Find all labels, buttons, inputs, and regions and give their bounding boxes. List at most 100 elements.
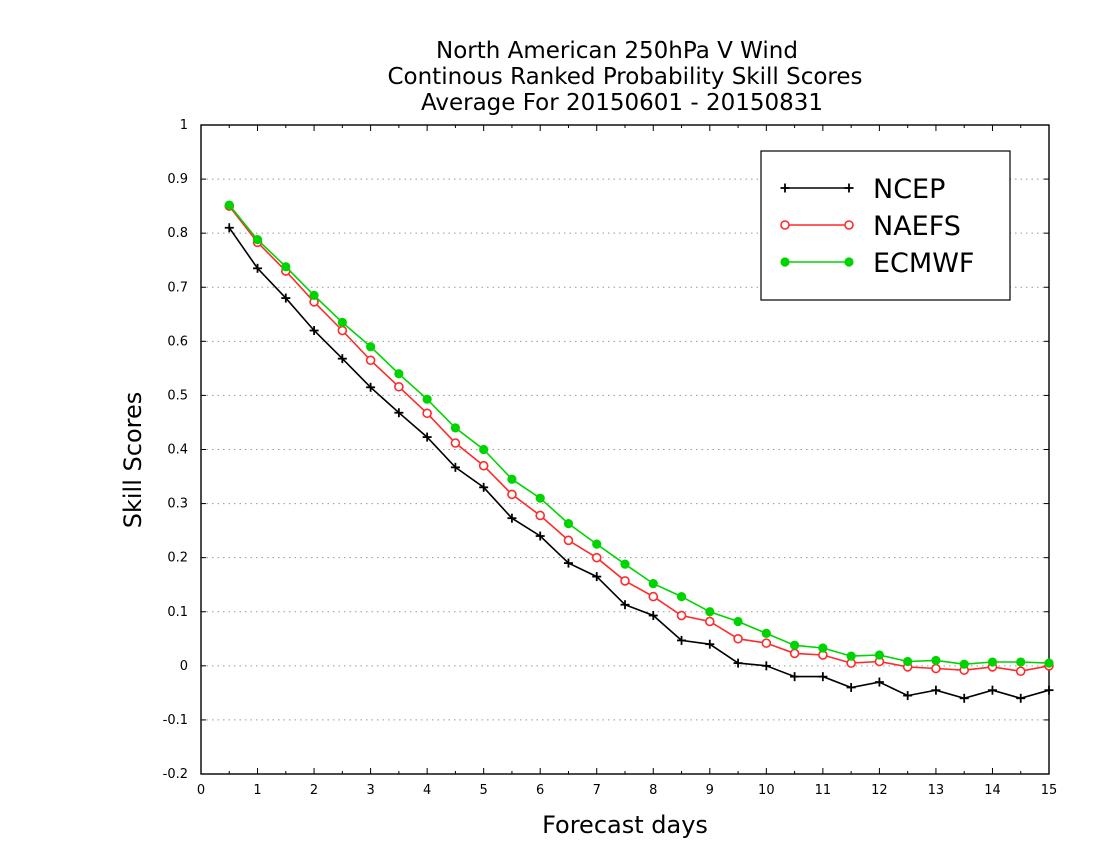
legend-label: NAEFS <box>873 211 961 242</box>
data-point <box>676 610 687 621</box>
data-point <box>818 672 828 682</box>
y-tick-label: 0.8 <box>167 226 188 241</box>
data-point <box>563 535 574 546</box>
legend-item: ECMWF <box>780 248 974 279</box>
data-point <box>337 354 347 364</box>
legend-label: ECMWF <box>873 248 974 279</box>
data-point <box>620 576 630 586</box>
data-point <box>818 643 828 653</box>
x-tick-label: 7 <box>593 783 601 798</box>
x-tick-label: 12 <box>871 783 888 798</box>
data-point <box>591 552 602 563</box>
data-point <box>676 592 687 602</box>
data-point <box>394 381 404 392</box>
data-point <box>479 444 489 455</box>
data-point <box>705 607 715 617</box>
data-point <box>844 183 854 193</box>
data-point <box>1015 666 1026 677</box>
y-tick-label: 0.7 <box>167 280 188 295</box>
data-point <box>366 382 376 392</box>
data-point <box>733 658 743 668</box>
data-point <box>874 677 884 687</box>
data-point <box>478 460 489 471</box>
series-line <box>228 204 1050 666</box>
y-tick-label: 0.4 <box>167 443 188 458</box>
y-tick-label: -0.1 <box>163 713 188 728</box>
x-tick-label: 3 <box>366 783 374 798</box>
data-point <box>987 657 998 667</box>
data-point <box>507 489 517 500</box>
data-point <box>620 600 630 610</box>
data-point <box>563 558 573 568</box>
data-point <box>450 438 461 448</box>
data-point <box>987 685 997 695</box>
y-tick-label: 0.6 <box>167 334 188 349</box>
data-point <box>733 616 743 627</box>
series-naefs <box>224 201 1054 677</box>
data-point <box>309 290 319 300</box>
data-point <box>337 325 348 336</box>
series-ncep <box>224 223 1054 703</box>
data-point <box>507 513 517 523</box>
data-point <box>592 539 602 549</box>
data-point <box>761 661 771 671</box>
data-point <box>844 257 854 267</box>
y-tick-label: 0.3 <box>167 497 188 512</box>
x-tick-label: 15 <box>1041 783 1058 798</box>
data-point <box>733 633 743 644</box>
data-point <box>931 685 941 695</box>
data-point <box>507 474 517 484</box>
data-point <box>704 616 715 627</box>
data-point <box>931 655 941 666</box>
data-point <box>705 639 715 649</box>
x-tick-label: 5 <box>480 783 488 798</box>
x-tick-label: 9 <box>706 783 714 798</box>
data-point <box>648 611 658 621</box>
series-lines <box>224 200 1054 703</box>
title-line-3: Average For 20150601 - 20150831 <box>421 90 823 116</box>
title-line-1: North American 250hPa V Wind <box>436 38 798 64</box>
data-point <box>253 263 263 273</box>
y-tick-label: 0.2 <box>167 551 188 566</box>
plot-frame <box>200 124 1050 775</box>
data-point <box>422 432 432 442</box>
data-point <box>648 591 659 602</box>
y-tick-label: -0.2 <box>163 767 188 782</box>
data-point <box>422 394 432 404</box>
data-point <box>366 342 376 352</box>
data-point <box>224 200 234 210</box>
data-point <box>790 672 800 682</box>
x-tick-label: 2 <box>310 783 318 798</box>
data-point <box>790 640 800 650</box>
legend-item: NAEFS <box>780 211 961 242</box>
x-tick-label: 4 <box>423 783 431 798</box>
y-tick-label: 0.9 <box>167 172 188 187</box>
data-point <box>337 317 347 328</box>
x-tick-label: 1 <box>253 783 261 798</box>
data-point <box>761 638 772 648</box>
legend-item: NCEP <box>780 174 945 205</box>
data-point <box>422 408 432 419</box>
x-tick-label: 10 <box>758 783 775 798</box>
data-point <box>281 293 291 303</box>
data-point <box>252 235 263 245</box>
legend-label: NCEP <box>873 174 945 205</box>
data-point <box>309 326 319 336</box>
data-point <box>846 682 856 692</box>
data-point <box>535 531 545 541</box>
x-tick-label: 14 <box>984 783 1001 798</box>
data-point <box>903 656 913 667</box>
data-point <box>281 262 291 272</box>
x-tick-label: 13 <box>928 783 945 798</box>
data-point <box>592 572 602 582</box>
data-point <box>479 482 489 492</box>
axes: -0.2-0.100.10.20.30.40.50.60.70.80.910 1 2… <box>163 118 1058 798</box>
data-point <box>931 663 941 674</box>
data-point <box>780 183 790 193</box>
data-point <box>450 423 460 433</box>
data-point <box>1016 693 1026 703</box>
data-point <box>846 651 856 661</box>
data-point <box>1016 657 1026 667</box>
